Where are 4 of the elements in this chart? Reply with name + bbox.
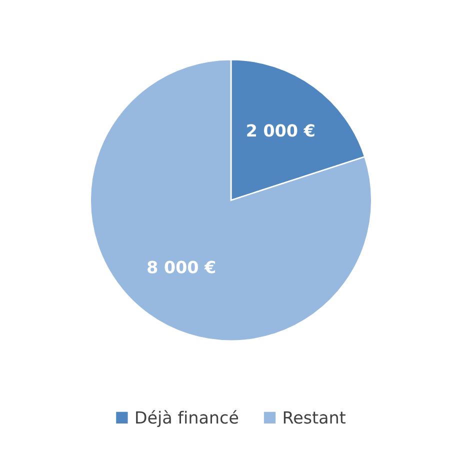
data-label: 8 000 € — [148, 260, 216, 274]
legend-label: Déjà financé — [136, 410, 238, 427]
data-label: 2 000 € — [247, 124, 314, 137]
legend-label: Restant — [284, 411, 346, 424]
